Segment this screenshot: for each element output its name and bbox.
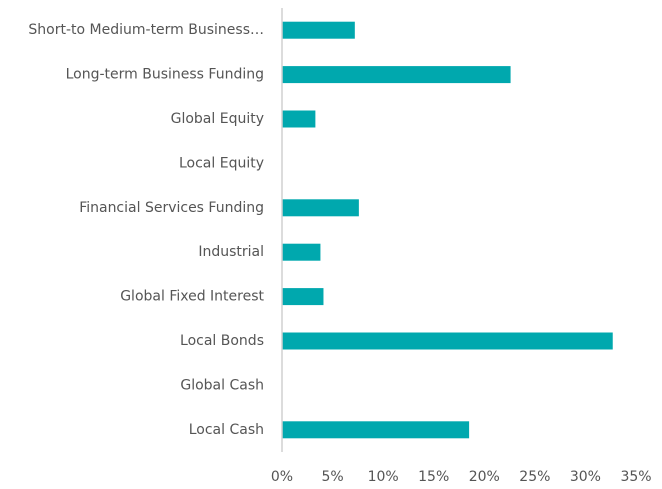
x-tick-label: 30% bbox=[570, 469, 601, 485]
y-tick-label: Global Fixed Interest bbox=[120, 289, 264, 305]
bar bbox=[282, 110, 316, 128]
y-tick-label: Local Bonds bbox=[180, 333, 264, 349]
bar bbox=[282, 332, 613, 350]
x-tick-label: 35% bbox=[620, 469, 651, 485]
bar bbox=[282, 66, 511, 84]
x-tick-label: 0% bbox=[271, 469, 293, 485]
bar bbox=[282, 288, 324, 306]
y-tick-label: Long-term Business Funding bbox=[66, 67, 264, 83]
x-tick-label: 20% bbox=[469, 469, 500, 485]
x-tick-label: 15% bbox=[418, 469, 449, 485]
y-tick-label: Local Cash bbox=[189, 422, 264, 438]
y-tick-label: Global Equity bbox=[171, 111, 264, 127]
bar bbox=[282, 199, 359, 217]
x-tick-label: 5% bbox=[321, 469, 343, 485]
y-tick-label: Industrial bbox=[198, 244, 264, 260]
bar bbox=[282, 243, 321, 261]
bar bbox=[282, 21, 355, 39]
y-tick-label: Global Cash bbox=[180, 377, 264, 393]
bar bbox=[282, 421, 470, 439]
x-tick-label: 10% bbox=[368, 469, 399, 485]
y-tick-label: Short-to Medium-term Business… bbox=[28, 22, 264, 38]
x-tick-label: 25% bbox=[519, 469, 550, 485]
y-tick-label: Financial Services Funding bbox=[79, 200, 264, 216]
y-tick-label: Local Equity bbox=[179, 155, 264, 171]
